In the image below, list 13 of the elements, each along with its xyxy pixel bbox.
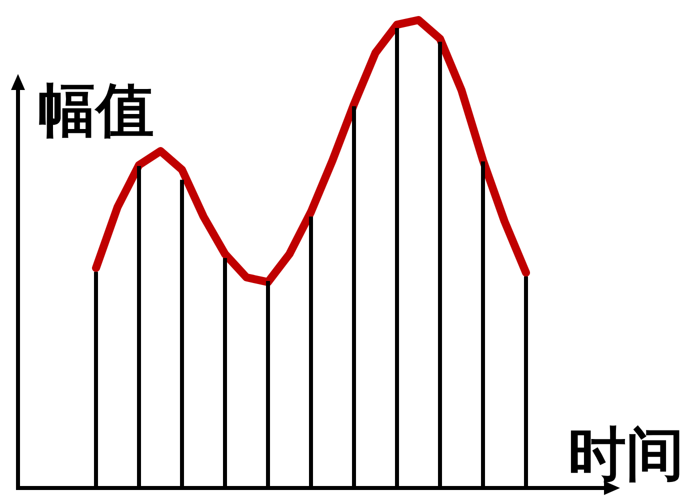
bar (94, 272, 98, 488)
bar (352, 106, 356, 488)
bar (481, 161, 485, 488)
bar (266, 281, 270, 488)
bar (137, 166, 141, 488)
bar (223, 258, 227, 488)
bar (309, 216, 313, 488)
bar (180, 180, 184, 488)
bar (438, 42, 442, 488)
y-axis-title: 幅值 (38, 76, 154, 144)
bar (395, 28, 399, 488)
x-axis-title: 时间 (568, 420, 684, 488)
bar (524, 276, 528, 488)
